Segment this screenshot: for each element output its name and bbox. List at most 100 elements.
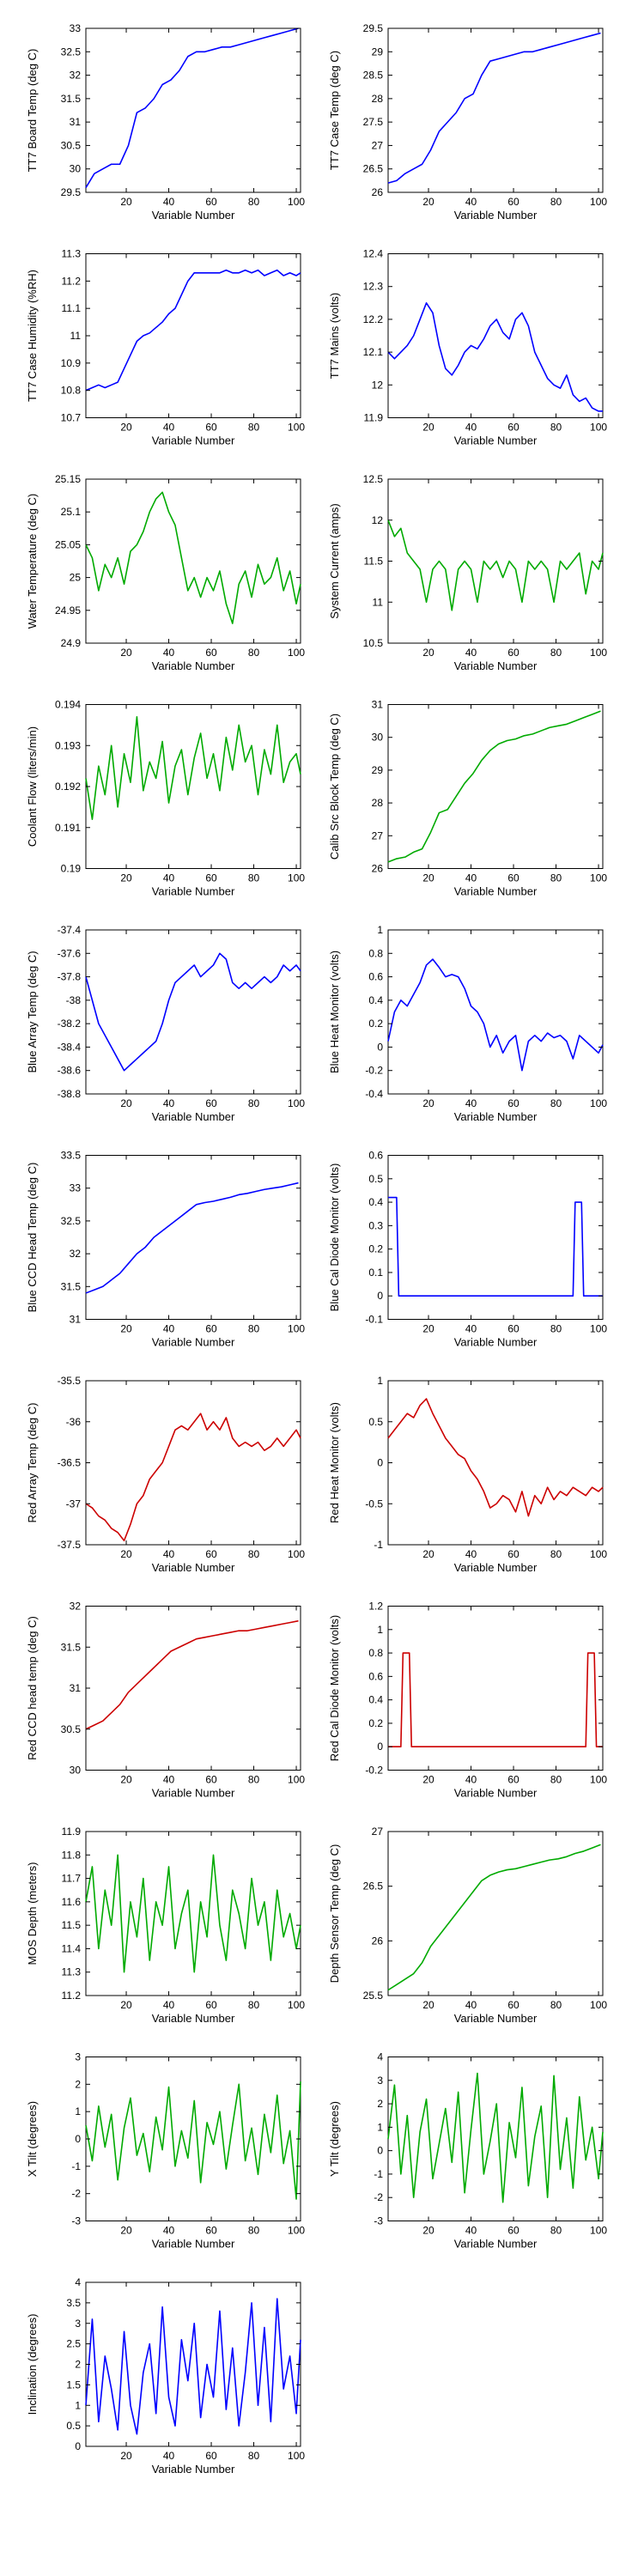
plot-frame	[85, 478, 301, 644]
y-tick-label: 0.192	[55, 781, 81, 793]
plot-frame	[387, 929, 604, 1095]
plot-frame	[85, 929, 301, 1095]
y-tick-label: 1	[377, 1624, 383, 1636]
x-tick-label: 20	[120, 1548, 132, 1560]
chart-panel-18: 20 40 60 80 100 25.5 26 26.5 27 Variable Number De…	[328, 1826, 607, 2025]
x-tick-label: 80	[248, 1097, 260, 1109]
y-tick-label: 26.5	[363, 1880, 384, 1893]
x-tick-label: 100	[590, 422, 607, 434]
y-tick-label: -3	[374, 2215, 383, 2227]
y-tick-label: 31.5	[61, 1641, 82, 1653]
x-tick-label: 80	[550, 1774, 562, 1786]
y-tick-label: 32.5	[61, 1215, 82, 1227]
y-tick-label: -2	[71, 2188, 81, 2200]
x-tick-label: 20	[422, 1999, 434, 2011]
x-tick-label: 100	[590, 1999, 607, 2011]
y-tick-label: -38.8	[58, 1088, 82, 1100]
y-tick-label: 0	[377, 2145, 383, 2157]
y-tick-label: 0	[377, 1041, 383, 1053]
x-tick-label: 20	[120, 1774, 132, 1786]
x-tick-label: 20	[120, 1323, 132, 1335]
x-tick-label: 100	[590, 2225, 607, 2237]
x-tick-label: 20	[120, 1097, 132, 1109]
y-tick-label: 12.3	[363, 281, 384, 293]
series-line	[85, 952, 301, 1072]
y-tick-label: 27	[372, 1826, 384, 1838]
y-tick-label: 11.2	[62, 1990, 82, 2002]
x-tick-label: 40	[465, 872, 477, 884]
y-tick-label: 11.3	[62, 248, 82, 260]
y-tick-label: 11.9	[62, 1826, 82, 1838]
x-tick-label: 80	[550, 872, 562, 884]
x-axis-label: Variable Number	[152, 434, 235, 447]
x-tick-label: 40	[163, 1548, 175, 1560]
chart-panel-8: 20 40 60 80 100 26 27 28 29 30 31 Variable Number Ca…	[328, 699, 607, 898]
y-tick-label: -36.5	[58, 1457, 82, 1469]
x-tick-label: 40	[163, 1774, 175, 1786]
chart-panel-6: 20 40 60 80 100 10.5 11 11.5 12 12.5 Variable Numb…	[328, 473, 607, 672]
x-tick-label: 60	[507, 647, 519, 659]
x-tick-label: 100	[590, 1774, 607, 1786]
y-axis-label: Depth Sensor Temp (deg C)	[328, 1844, 341, 1984]
x-tick-label: 60	[507, 1999, 519, 2011]
x-tick-label: 20	[120, 872, 132, 884]
plot-frame	[387, 1380, 604, 1546]
y-tick-label: 0.2	[368, 1243, 383, 1255]
y-tick-label: 24.9	[61, 637, 82, 649]
y-tick-label: -38.6	[58, 1065, 82, 1077]
series-line	[387, 302, 603, 412]
x-tick-label: 60	[507, 872, 519, 884]
chart-panel-11: 20 40 60 80 100 31 31.5 32 32.5 33 33.5 Variable Nu…	[26, 1150, 305, 1349]
x-tick-label: 40	[465, 1323, 477, 1335]
y-tick-label: -0.2	[365, 1765, 383, 1777]
y-tick-label: 3	[377, 2075, 383, 2087]
y-tick-label: 4	[377, 2051, 383, 2063]
y-tick-label: 25	[70, 572, 82, 584]
y-tick-label: 2	[75, 2078, 81, 2090]
y-tick-label: 1.5	[66, 2379, 81, 2391]
x-tick-label: 60	[507, 1548, 519, 1560]
y-tick-label: 31	[70, 1314, 82, 1326]
y-axis-label: Inclination (degrees)	[26, 2314, 39, 2415]
y-axis-label: Red Array Temp (deg C)	[26, 1403, 39, 1523]
x-tick-label: 40	[163, 647, 175, 659]
y-tick-label: 12	[372, 379, 384, 391]
y-tick-label: -1	[71, 2160, 81, 2172]
plot-frame	[387, 704, 604, 869]
chart-panel-21: 20 40 60 80 100 0 0.5 1 1.5 2 2.5 3 3.5 4 Variable Num…	[26, 2276, 305, 2476]
y-tick-label: 28.5	[363, 70, 384, 82]
y-tick-label: 1	[75, 2399, 81, 2411]
series-line	[85, 716, 301, 820]
y-tick-label: -0.4	[365, 1088, 383, 1100]
y-axis-label: TT7 Case Temp (deg C)	[328, 51, 341, 170]
chart-panel-14: 20 40 60 80 100 -1 -0.5 0 0.5 1 Variable Number Red…	[328, 1375, 607, 1574]
x-tick-label: 60	[507, 196, 519, 208]
y-axis-label: Y Tilt (degrees)	[328, 2101, 341, 2177]
y-tick-label: 31	[70, 116, 82, 128]
y-tick-label: -0.2	[365, 1065, 383, 1077]
x-tick-label: 40	[465, 1774, 477, 1786]
y-tick-label: -3	[71, 2215, 81, 2227]
x-tick-label: 40	[163, 1323, 175, 1335]
plot-frame	[85, 1155, 301, 1320]
x-tick-label: 100	[288, 1999, 305, 2011]
y-tick-label: 11.2	[62, 275, 82, 287]
plot-frame	[387, 1155, 604, 1320]
chart-panel-4: 20 40 60 80 100 11.9 12 12.1 12.2 12.3 12.4 Variabl…	[328, 248, 607, 447]
y-tick-label: 0.19	[61, 863, 82, 875]
y-tick-label: 31	[372, 699, 384, 711]
x-axis-label: Variable Number	[152, 1787, 235, 1800]
y-tick-label: 12.1	[363, 346, 384, 358]
x-tick-label: 40	[163, 1097, 175, 1109]
y-tick-label: 30.5	[61, 1723, 82, 1735]
y-tick-label: 25.05	[55, 538, 81, 550]
x-axis-label: Variable Number	[454, 1110, 538, 1123]
y-tick-label: 0.6	[368, 1670, 383, 1682]
x-tick-label: 80	[248, 196, 260, 208]
series-line	[388, 1652, 603, 1748]
x-tick-label: 20	[120, 196, 132, 208]
x-tick-label: 40	[163, 1999, 175, 2011]
y-tick-label: 11.1	[62, 302, 82, 314]
y-tick-label: 26	[372, 863, 384, 875]
